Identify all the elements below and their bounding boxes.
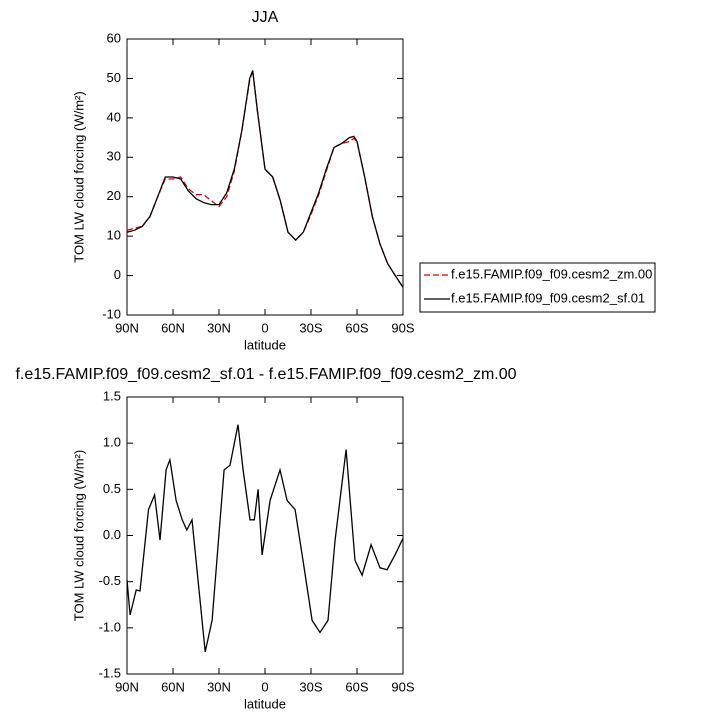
y-tick-label: 1.5 xyxy=(103,388,121,403)
chart-title: f.e15.FAMIP.f09_f09.cesm2_sf.01 - f.e15.… xyxy=(15,366,516,383)
y-axis-label: TOM LW cloud forcing (W/m²) xyxy=(71,450,86,621)
y-tick-label: -1.5 xyxy=(99,665,121,680)
x-tick-label: 30S xyxy=(299,320,322,335)
y-tick-label: -10 xyxy=(102,306,121,321)
x-tick-label: 90N xyxy=(115,320,139,335)
x-axis-label: latitude xyxy=(244,337,286,352)
data-line xyxy=(126,424,404,652)
x-tick-label: 60S xyxy=(345,320,368,335)
data-line xyxy=(126,70,404,288)
legend-frame xyxy=(419,262,656,313)
y-tick-label: 30 xyxy=(107,149,121,164)
y-tick-label: 0.0 xyxy=(103,527,121,542)
x-tick-label: 60S xyxy=(345,679,368,694)
data-line xyxy=(126,70,404,288)
x-tick-label: 90N xyxy=(115,679,139,694)
y-tick-label: 60 xyxy=(107,30,121,45)
y-tick-label: -1.0 xyxy=(99,619,121,634)
chart-title: JJA xyxy=(252,9,279,26)
x-tick-label: 0 xyxy=(261,320,268,335)
x-tick-label: 30N xyxy=(207,320,231,335)
x-tick-label: 60N xyxy=(161,679,185,694)
y-tick-label: -0.5 xyxy=(99,573,121,588)
x-tick-label: 0 xyxy=(261,679,268,694)
x-tick-label: 60N xyxy=(161,320,185,335)
y-tick-label: 0.5 xyxy=(103,481,121,496)
y-tick-label: 40 xyxy=(107,109,121,124)
y-axis-label: TOM LW cloud forcing (W/m²) xyxy=(71,91,86,262)
legend-label: f.e15.FAMIP.f09_f09.cesm2_sf.01 xyxy=(451,290,645,305)
legend-label: f.e15.FAMIP.f09_f09.cesm2_zm.00 xyxy=(451,266,652,281)
x-tick-label: 90S xyxy=(391,679,414,694)
x-tick-label: 30N xyxy=(207,679,231,694)
y-tick-label: 20 xyxy=(107,188,121,203)
x-tick-label: 30S xyxy=(299,679,322,694)
y-tick-label: 1.0 xyxy=(103,435,121,450)
y-tick-label: 0 xyxy=(114,267,121,282)
x-axis-label: latitude xyxy=(244,696,286,711)
y-tick-label: 50 xyxy=(107,70,121,85)
y-tick-label: 10 xyxy=(107,228,121,243)
x-tick-label: 90S xyxy=(391,320,414,335)
